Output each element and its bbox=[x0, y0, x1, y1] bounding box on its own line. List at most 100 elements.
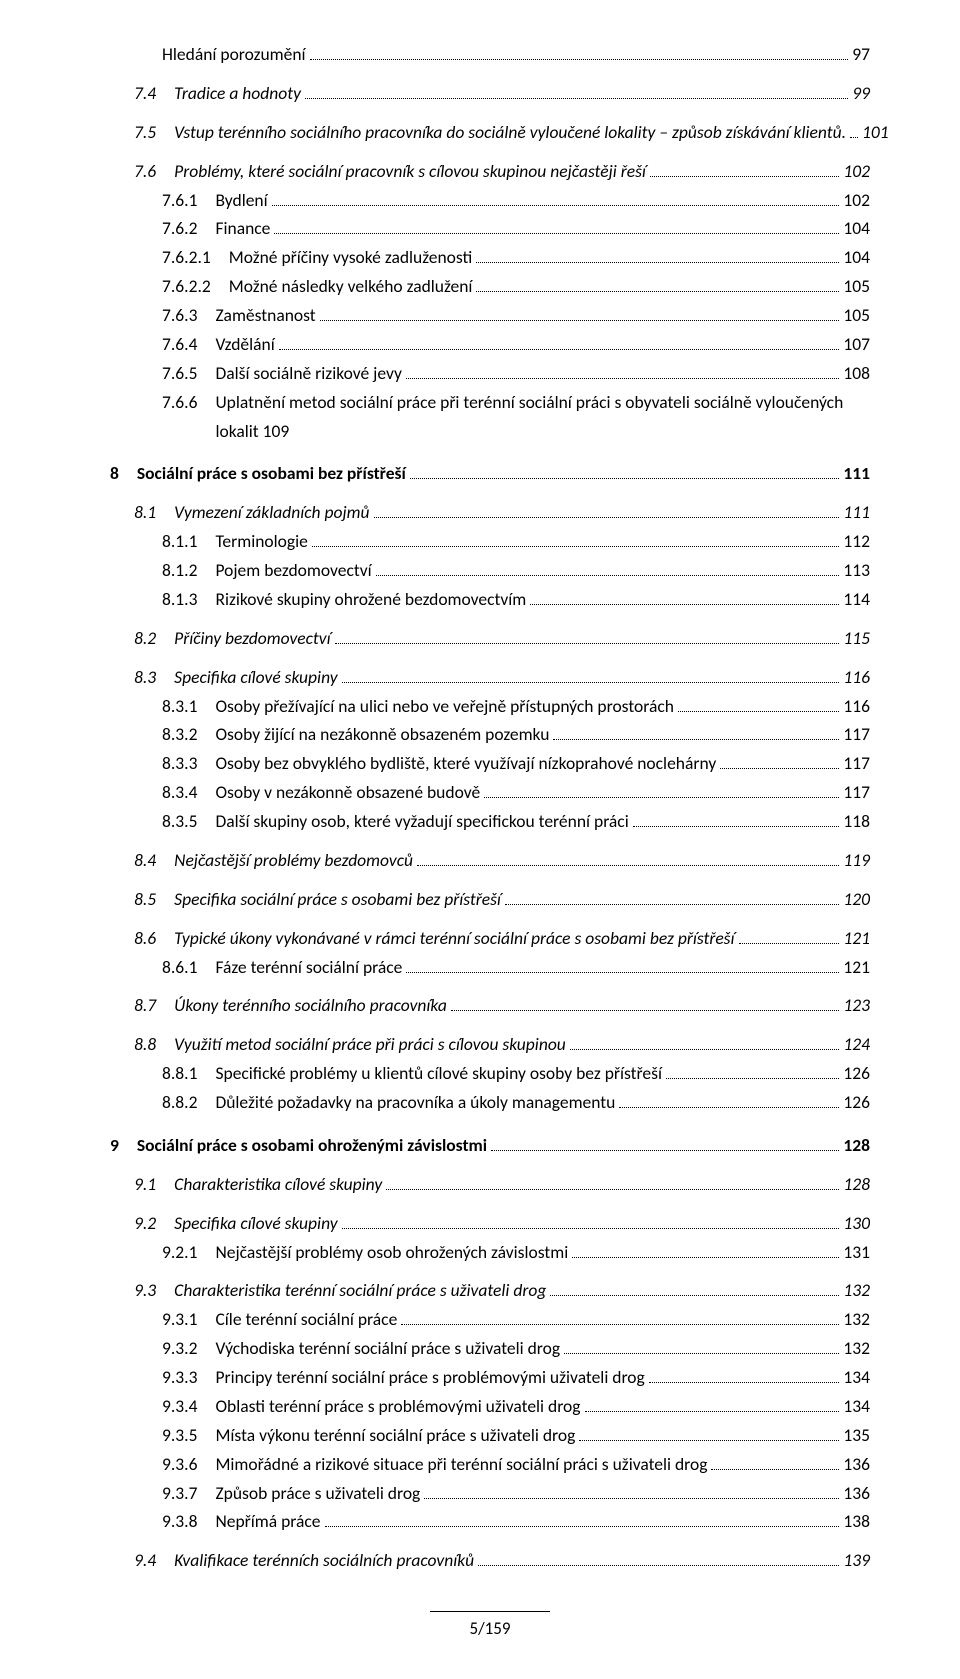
toc-entry-title: Možné následky velkého zadlužení bbox=[229, 272, 473, 301]
toc-entry-title: Principy terénní sociální práce s problé… bbox=[215, 1363, 644, 1392]
toc-leader-dots bbox=[406, 972, 839, 973]
toc-entry-number: 8.8.1 bbox=[162, 1059, 215, 1088]
toc-entry-page: 119 bbox=[843, 846, 870, 875]
toc-entry-page: 126 bbox=[843, 1059, 870, 1088]
toc-entry: 8.3.4Osoby v nezákonně obsazené budově11… bbox=[110, 778, 870, 807]
toc-entry: 9.3.6Mimořádné a rizikové situace při te… bbox=[110, 1450, 870, 1479]
toc-entry: 7.6.6Uplatnění metod sociální práce při … bbox=[110, 388, 870, 446]
toc-entry-number: 8.6.1 bbox=[162, 953, 215, 982]
toc-entry-page: 116 bbox=[843, 692, 870, 721]
toc-entry-title: Místa výkonu terénní sociální práce s už… bbox=[215, 1421, 575, 1450]
toc-leader-dots bbox=[376, 575, 840, 576]
toc-entry-title: Oblasti terénní práce s problémovými uži… bbox=[215, 1392, 580, 1421]
toc-entry-number: 7.4 bbox=[134, 79, 174, 108]
toc-entry-title: Sociální práce s osobami bez přístřeší bbox=[137, 459, 406, 488]
toc-entry: 8.6Typické úkony vykonávané v rámci teré… bbox=[110, 924, 870, 953]
toc-leader-dots bbox=[579, 1440, 839, 1441]
toc-entry-page: 118 bbox=[843, 807, 870, 836]
toc-entry-page: 124 bbox=[843, 1030, 870, 1059]
toc-entry: 9.3.1Cíle terénní sociální práce132 bbox=[110, 1305, 870, 1334]
toc-entry: 9.3.8Nepřímá práce138 bbox=[110, 1507, 870, 1536]
toc-leader-dots bbox=[476, 291, 839, 292]
toc-entry-page: 136 bbox=[843, 1450, 870, 1479]
toc-entry-page: 117 bbox=[843, 778, 870, 807]
toc-entry-number: 9.1 bbox=[134, 1170, 174, 1199]
toc-entry-page: 121 bbox=[843, 924, 870, 953]
toc-entry-page: 104 bbox=[843, 214, 870, 243]
toc-entry-page: 105 bbox=[843, 301, 870, 330]
toc-entry: 7.6.4Vzdělání107 bbox=[110, 330, 870, 359]
toc-entry-number: 7.6.6 bbox=[162, 388, 215, 417]
toc-entry-number: 9.3 bbox=[134, 1276, 174, 1305]
toc-entry-number: 8.1 bbox=[134, 498, 174, 527]
toc-entry-page: 112 bbox=[843, 527, 870, 556]
toc-entry-title: Hledání porozumění bbox=[162, 40, 306, 69]
toc-leader-dots bbox=[570, 1049, 840, 1050]
toc-leader-dots bbox=[424, 1498, 839, 1499]
toc-entry-title: Bydlení bbox=[215, 186, 267, 215]
toc-entry-number: 7.5 bbox=[134, 118, 174, 147]
toc-entry-page: 120 bbox=[843, 885, 870, 914]
toc-entry-title: Charakteristika cílové skupiny bbox=[174, 1170, 382, 1199]
toc-entry-page: 138 bbox=[843, 1507, 870, 1536]
toc-leader-dots bbox=[650, 176, 839, 177]
toc-leader-dots bbox=[310, 59, 849, 60]
toc-entry: 7.6.2.1Možné příčiny vysoké zadluženosti… bbox=[110, 243, 870, 272]
toc-leader-dots bbox=[386, 1189, 839, 1190]
toc-entry: 9.3.3Principy terénní sociální práce s p… bbox=[110, 1363, 870, 1392]
toc-leader-dots bbox=[312, 546, 840, 547]
toc-entry-number: 7.6.2 bbox=[162, 214, 215, 243]
toc-entry: 9.3.4Oblasti terénní práce s problémovým… bbox=[110, 1392, 870, 1421]
toc-entry-title: Další skupiny osob, které vyžadují speci… bbox=[215, 807, 628, 836]
toc-entry-title: Specifika cílové skupiny bbox=[174, 1209, 337, 1238]
toc-entry: 7.6.3Zaměstnanost105 bbox=[110, 301, 870, 330]
toc-leader-dots bbox=[711, 1469, 839, 1470]
toc-entry: 8.1.2Pojem bezdomovectví113 bbox=[110, 556, 870, 585]
toc-entry-title: Možné příčiny vysoké zadluženosti bbox=[229, 243, 473, 272]
toc-entry-title: Problémy, které sociální pracovník s cíl… bbox=[174, 157, 646, 186]
toc-entry-number: 7.6.2.2 bbox=[162, 272, 229, 301]
toc-entry-title: Specifika sociální práce s osobami bez p… bbox=[174, 885, 501, 914]
toc-leader-dots bbox=[484, 797, 839, 798]
toc-entry-number: 9.2.1 bbox=[162, 1238, 215, 1267]
toc-entry: 9.1Charakteristika cílové skupiny128 bbox=[110, 1170, 870, 1199]
toc-leader-dots bbox=[572, 1257, 839, 1258]
toc-leader-dots bbox=[478, 1565, 839, 1566]
toc-entry-title: Osoby žijící na nezákonně obsazeném poze… bbox=[215, 720, 549, 749]
toc-entry: 9.2Specifika cílové skupiny130 bbox=[110, 1209, 870, 1238]
toc-entry-page: 105 bbox=[843, 272, 870, 301]
toc-entry-number: 9.3.7 bbox=[162, 1479, 215, 1508]
toc-entry-title: Kvalifikace terénních sociálních pracovn… bbox=[174, 1546, 474, 1575]
toc-entry-title: Vzdělání bbox=[215, 330, 274, 359]
toc-entry-title: Rizikové skupiny ohrožené bezdomovectvím bbox=[215, 585, 526, 614]
toc-entry-title: Další sociálně rizikové jevy bbox=[215, 359, 401, 388]
toc-entry-page: 117 bbox=[843, 749, 870, 778]
toc-entry-page: 117 bbox=[843, 720, 870, 749]
toc-entry-number: 7.6.2.1 bbox=[162, 243, 229, 272]
toc-leader-dots bbox=[335, 643, 840, 644]
toc-entry-number: 8.3.3 bbox=[162, 749, 215, 778]
toc-leader-dots bbox=[530, 604, 839, 605]
toc-entry: 8.7Úkony terénního sociálního pracovníka… bbox=[110, 991, 870, 1020]
toc-entry: 7.4Tradice a hodnoty99 bbox=[110, 79, 870, 108]
toc-leader-dots bbox=[342, 682, 840, 683]
toc-entry-number: 9.3.4 bbox=[162, 1392, 215, 1421]
toc-entry-number: 9.3.8 bbox=[162, 1507, 215, 1536]
toc-entry-page: 128 bbox=[843, 1131, 870, 1160]
toc-entry: 7.6.2.2Možné následky velkého zadlužení 1… bbox=[110, 272, 870, 301]
toc-entry-page: 126 bbox=[843, 1088, 870, 1117]
toc-entry-page: 102 bbox=[843, 157, 870, 186]
toc-leader-dots bbox=[491, 1150, 839, 1151]
toc-entry: 9.3.5Místa výkonu terénní sociální práce… bbox=[110, 1421, 870, 1450]
toc-entry-number: 7.6.4 bbox=[162, 330, 215, 359]
toc-entry-title: Zaměstnanost bbox=[215, 301, 315, 330]
toc-entry-title: Osoby bez obvyklého bydliště, které využ… bbox=[215, 749, 716, 778]
toc-leader-dots bbox=[678, 711, 839, 712]
toc-entry: 7.6Problémy, které sociální pracovník s … bbox=[110, 157, 870, 186]
toc-entry-title: Úkony terénního sociálního pracovníka bbox=[174, 991, 447, 1020]
toc-leader-dots bbox=[451, 1010, 840, 1011]
toc-entry-number: 8.1.3 bbox=[162, 585, 215, 614]
toc-leader-dots bbox=[410, 478, 840, 479]
toc-entry-title: Finance bbox=[215, 214, 270, 243]
toc-leader-dots bbox=[550, 1295, 839, 1296]
